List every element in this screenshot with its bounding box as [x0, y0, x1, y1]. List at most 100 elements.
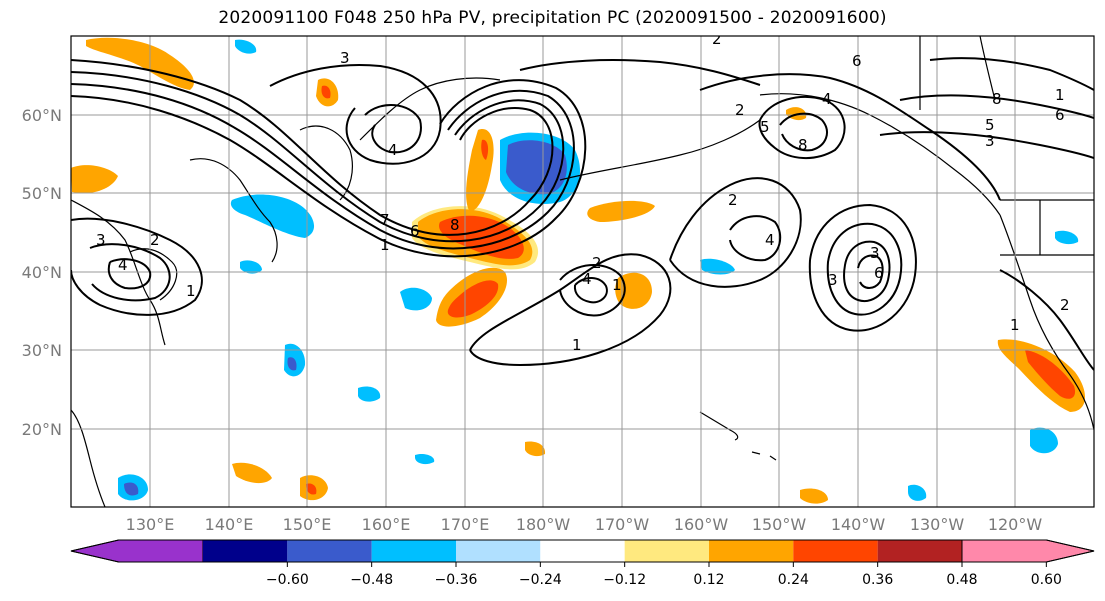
contour-label: 2	[735, 101, 745, 119]
pv-contour-line	[573, 277, 608, 304]
precip-anomaly-positive-strong	[306, 483, 317, 495]
precip-anomaly-positive	[800, 488, 828, 504]
pv-contour-line	[899, 94, 1094, 119]
pv-contour-line	[559, 263, 626, 317]
pv-contour-line	[71, 83, 575, 250]
map-title: 2020091100 F048 250 hPa PV, precipitatio…	[218, 8, 887, 28]
pv-contour-line	[729, 215, 782, 262]
contour-label: 3	[985, 132, 995, 150]
colorbar-segment	[709, 540, 794, 562]
contour-label: 3	[828, 271, 838, 289]
precip-anomaly-negative	[240, 260, 262, 274]
lon-label: 140°W	[831, 515, 886, 534]
contour-label: 3	[96, 231, 106, 249]
colorbar-tick-label: −0.12	[603, 572, 646, 588]
pv-contour-line	[89, 243, 171, 302]
lon-label: 170°W	[595, 515, 650, 534]
lon-label: 120°W	[988, 515, 1043, 534]
lon-label: 170°E	[441, 515, 490, 534]
contour-label: 1	[380, 236, 390, 254]
contour-label: 7	[380, 211, 390, 229]
colorbar-tick-label: −0.36	[435, 572, 478, 588]
contour-label: 2	[150, 231, 160, 249]
precip-anomaly-positive-strong	[481, 139, 489, 160]
pv-contour-line	[107, 258, 152, 290]
contour-label: 4	[765, 231, 775, 249]
pv-contour-line	[843, 240, 891, 302]
pv-contour-line	[758, 95, 846, 160]
contour-label: 1	[572, 336, 582, 354]
precip-anomaly-positive-strong	[321, 85, 331, 99]
contour-label: 1	[612, 276, 622, 294]
latitude-labels: 60°N 50°N 40°N 30°N 20°N	[22, 106, 62, 439]
pv-contour-line	[929, 57, 1094, 91]
contour-label: 5	[985, 116, 995, 134]
pv-contours	[71, 57, 1094, 371]
lat-label-20n: 20°N	[22, 420, 62, 439]
precip-anomaly-negative-strong	[287, 357, 297, 371]
colorbar-outline	[70, 539, 1095, 563]
colorbar-tick-label: −0.48	[350, 572, 393, 588]
lat-label-50n: 50°N	[22, 184, 62, 203]
colorbar-segment	[371, 540, 456, 562]
pv-contour-line	[269, 63, 442, 165]
contour-label: 1	[186, 282, 196, 300]
precip-anomaly-positive	[71, 165, 118, 194]
colorbar-tick-label: 0.36	[862, 572, 893, 588]
pv-contour-line	[879, 131, 1094, 159]
lon-label: 150°W	[752, 515, 807, 534]
precip-anomaly-positive	[587, 200, 655, 222]
precip-anomaly-negative	[1030, 427, 1058, 454]
lon-label: 160°W	[674, 515, 729, 534]
contour-label: 5	[760, 118, 770, 136]
pv-contour-line	[469, 253, 672, 367]
colorbar-tick-label: 0.60	[1031, 572, 1062, 588]
precip-anomaly-positive	[525, 441, 546, 457]
pv-contour-line	[669, 177, 802, 288]
precip-anomaly-positive-strong	[447, 280, 499, 318]
lon-label: 180°W	[516, 515, 571, 534]
map-frame	[70, 35, 1095, 508]
contour-label: 6	[874, 264, 884, 282]
pv-contour-line	[699, 73, 1001, 201]
pv-contour-line	[71, 217, 203, 316]
precip-anomaly-positive-strong	[1025, 350, 1076, 399]
colorbar-extend-min	[70, 539, 204, 563]
precip-anomaly-positive	[86, 37, 194, 90]
colorbar-tick-label: 0.12	[693, 572, 724, 588]
colorbar-segment	[287, 540, 372, 562]
contour-label: 2	[592, 254, 602, 272]
contour-label: 4	[582, 270, 592, 288]
pv-contour-line	[71, 79, 587, 258]
contour-label: 6	[410, 222, 420, 240]
colorbar-segment	[540, 540, 625, 562]
pv-contour-line	[999, 269, 1094, 371]
precip-anomaly-negative	[235, 39, 257, 54]
contour-label: 8	[450, 216, 460, 234]
precip-anomaly-negative	[230, 194, 315, 238]
pv-contour-line	[71, 71, 565, 243]
precip-anomaly-positive	[232, 462, 272, 484]
contour-label: 4	[388, 141, 398, 159]
precip-shading	[71, 37, 1086, 504]
precip-anomaly-negative	[1055, 230, 1079, 245]
colorbar-extend-max	[961, 539, 1095, 563]
contour-label: 1	[1010, 316, 1020, 334]
contour-label: 6	[1055, 106, 1065, 124]
contour-label: 6	[852, 52, 862, 70]
precip-anomaly-negative	[400, 287, 432, 311]
contour-label: 2	[728, 191, 738, 209]
colorbar-segment	[624, 540, 709, 562]
gridlines	[71, 36, 1094, 507]
precip-anomaly-negative	[358, 386, 381, 402]
precip-anomaly-negative	[700, 258, 735, 275]
contour-label: 3	[870, 244, 880, 262]
pv-contour-line	[826, 222, 903, 316]
precip-anomaly-negative	[415, 453, 435, 465]
colorbar-segment	[877, 540, 962, 562]
lon-label: 140°E	[205, 515, 254, 534]
colorbar-tick-label: 0.24	[778, 572, 809, 588]
lat-label-30n: 30°N	[22, 341, 62, 360]
colorbar-segment	[456, 540, 541, 562]
